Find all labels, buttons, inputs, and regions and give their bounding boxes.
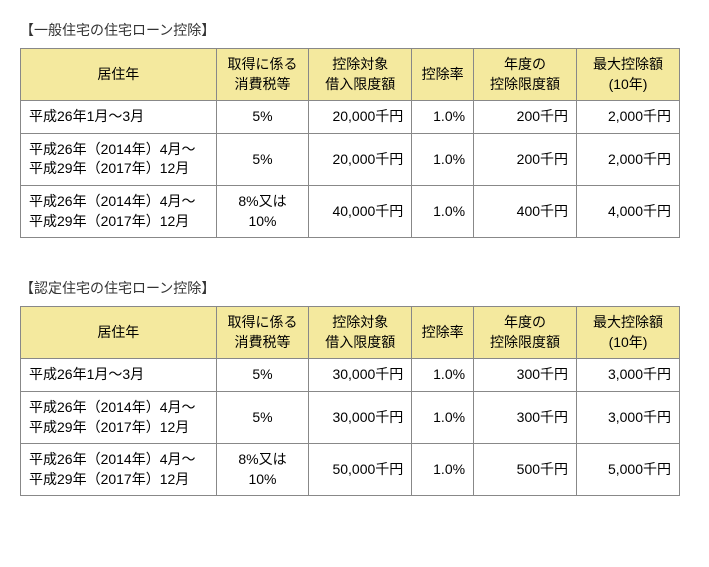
cell-rate: 1.0% (412, 444, 474, 496)
cell-max: 3,000千円 (577, 391, 680, 443)
loan-table-0: 居住年取得に係る消費税等控除対象借入限度額控除率年度の控除限度額最大控除額(10… (20, 48, 680, 238)
cell-max: 2,000千円 (577, 133, 680, 185)
cell-rate: 1.0% (412, 359, 474, 392)
cell-rate: 1.0% (412, 185, 474, 237)
cell-rate: 1.0% (412, 391, 474, 443)
cell-max: 4,000千円 (577, 185, 680, 237)
header-rate: 控除率 (412, 307, 474, 359)
cell-period: 平成26年1月～3月 (21, 359, 217, 392)
table-row: 平成26年1月～3月5%30,000千円1.0%300千円3,000千円 (21, 359, 680, 392)
header-max: 最大控除額(10年) (577, 49, 680, 101)
cell-tax: 5% (216, 133, 309, 185)
header-tax: 取得に係る消費税等 (216, 307, 309, 359)
container: 【一般住宅の住宅ローン控除】居住年取得に係る消費税等控除対象借入限度額控除率年度… (20, 20, 689, 496)
cell-limit: 50,000千円 (309, 444, 412, 496)
cell-tax: 8%又は10% (216, 185, 309, 237)
header-period: 居住年 (21, 307, 217, 359)
table-row: 平成26年（2014年）4月～平成29年（2017年）12月8%又は10%50,… (21, 444, 680, 496)
cell-annual: 300千円 (474, 391, 577, 443)
table-row: 平成26年（2014年）4月～平成29年（2017年）12月5%20,000千円… (21, 133, 680, 185)
cell-tax: 5% (216, 101, 309, 134)
cell-annual: 400千円 (474, 185, 577, 237)
cell-max: 3,000千円 (577, 359, 680, 392)
cell-limit: 20,000千円 (309, 101, 412, 134)
table-title-1: 【認定住宅の住宅ローン控除】 (20, 278, 689, 298)
cell-tax: 8%又は10% (216, 444, 309, 496)
cell-max: 5,000千円 (577, 444, 680, 496)
loan-table-1: 居住年取得に係る消費税等控除対象借入限度額控除率年度の控除限度額最大控除額(10… (20, 306, 680, 496)
cell-annual: 300千円 (474, 359, 577, 392)
header-rate: 控除率 (412, 49, 474, 101)
cell-tax: 5% (216, 359, 309, 392)
table-row: 平成26年1月～3月5%20,000千円1.0%200千円2,000千円 (21, 101, 680, 134)
header-annual: 年度の控除限度額 (474, 49, 577, 101)
cell-max: 2,000千円 (577, 101, 680, 134)
cell-limit: 30,000千円 (309, 359, 412, 392)
table-row: 平成26年（2014年）4月～平成29年（2017年）12月5%30,000千円… (21, 391, 680, 443)
header-limit: 控除対象借入限度額 (309, 307, 412, 359)
cell-period: 平成26年1月～3月 (21, 101, 217, 134)
cell-period: 平成26年（2014年）4月～平成29年（2017年）12月 (21, 185, 217, 237)
cell-period: 平成26年（2014年）4月～平成29年（2017年）12月 (21, 444, 217, 496)
header-period: 居住年 (21, 49, 217, 101)
header-max: 最大控除額(10年) (577, 307, 680, 359)
cell-limit: 30,000千円 (309, 391, 412, 443)
cell-period: 平成26年（2014年）4月～平成29年（2017年）12月 (21, 133, 217, 185)
cell-period: 平成26年（2014年）4月～平成29年（2017年）12月 (21, 391, 217, 443)
header-limit: 控除対象借入限度額 (309, 49, 412, 101)
cell-tax: 5% (216, 391, 309, 443)
cell-limit: 20,000千円 (309, 133, 412, 185)
table-row: 平成26年（2014年）4月～平成29年（2017年）12月8%又は10%40,… (21, 185, 680, 237)
cell-annual: 200千円 (474, 101, 577, 134)
header-tax: 取得に係る消費税等 (216, 49, 309, 101)
cell-rate: 1.0% (412, 101, 474, 134)
cell-rate: 1.0% (412, 133, 474, 185)
table-title-0: 【一般住宅の住宅ローン控除】 (20, 20, 689, 40)
cell-annual: 200千円 (474, 133, 577, 185)
header-annual: 年度の控除限度額 (474, 307, 577, 359)
cell-annual: 500千円 (474, 444, 577, 496)
cell-limit: 40,000千円 (309, 185, 412, 237)
